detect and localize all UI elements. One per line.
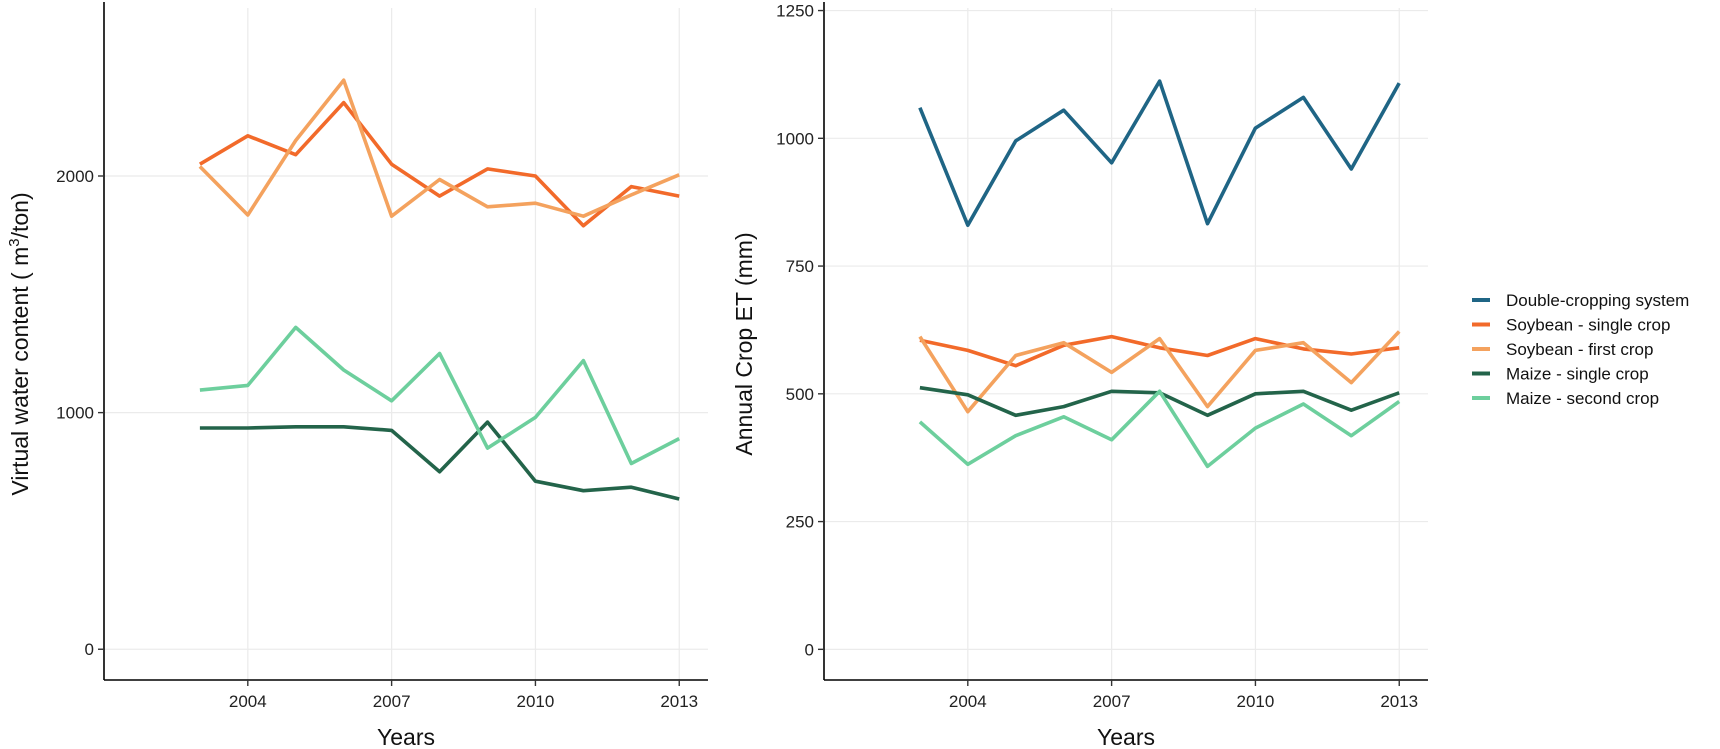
series-line-soy_single <box>919 334 1400 368</box>
right-chart-panel: 0 250 500 750 1000 1250 2004 2007 2010 2013 Years A… <box>731 2 1428 749</box>
y-tick-label: 750 <box>786 257 814 276</box>
legend-label: Soybean - single crop <box>1506 316 1670 335</box>
series-line-maize_second <box>918 389 1401 469</box>
y-tick-label: 500 <box>786 385 814 404</box>
legend-item-soy_first: Soybean - first crop <box>1472 340 1653 359</box>
y-tick-label: 2000 <box>56 167 94 186</box>
legend-item-maize_single: Maize - single crop <box>1472 365 1649 384</box>
y-axis-title-superscript: 3 <box>6 238 23 246</box>
y-axis-title: Virtual water content ( m3/ton) <box>6 192 33 495</box>
x-tick-label: 2010 <box>1237 692 1275 711</box>
x-tick-label: 2004 <box>229 692 267 711</box>
y-axis-title-part: /ton) <box>7 192 33 238</box>
x-tick-label: 2010 <box>517 692 555 711</box>
series-line-soy_first <box>918 330 1401 414</box>
y-tick-label: 1250 <box>776 2 814 21</box>
legend: Double-cropping system Soybean - single c… <box>1472 291 1689 408</box>
y-tick-label: 0 <box>85 640 94 659</box>
legend-item-soy_single: Soybean - single crop <box>1472 316 1670 335</box>
y-tick-label: 0 <box>805 640 814 659</box>
legend-label: Double-cropping system <box>1506 291 1689 310</box>
y-axis-title: Annual Crop ET (mm) <box>731 232 757 455</box>
y-tick-label: 1000 <box>776 129 814 148</box>
legend-label: Maize - single crop <box>1506 365 1649 384</box>
y-axis-title-part: Virtual water content ( m <box>7 247 33 496</box>
gridlines <box>104 8 708 680</box>
x-tick-label: 2013 <box>660 692 698 711</box>
x-axis-title: Years <box>1097 724 1155 749</box>
series-lines <box>198 78 681 501</box>
left-chart-panel: 0 1000 2000 2004 2007 2010 2013 Years Virtual wa… <box>6 2 708 749</box>
series-line-soy_first <box>198 78 680 218</box>
x-tick-label: 2004 <box>949 692 987 711</box>
x-tick-label: 2013 <box>1380 692 1418 711</box>
series-line-maize_single <box>199 420 680 501</box>
legend-label: Maize - second crop <box>1506 389 1659 408</box>
series-line-maize_second <box>199 325 681 466</box>
series-line-double <box>918 79 1401 227</box>
series-lines <box>918 79 1401 469</box>
legend-label: Soybean - first crop <box>1506 340 1653 359</box>
legend-item-maize_second: Maize - second crop <box>1472 389 1659 408</box>
x-tick-label: 2007 <box>1093 692 1131 711</box>
y-tick-label: 250 <box>786 513 814 532</box>
series-line-soy_single <box>198 100 680 228</box>
x-tick-label: 2007 <box>373 692 411 711</box>
gridlines <box>824 8 1428 680</box>
y-tick-label: 1000 <box>56 404 94 423</box>
x-axis-title: Years <box>377 724 435 749</box>
legend-item-double: Double-cropping system <box>1472 291 1689 310</box>
